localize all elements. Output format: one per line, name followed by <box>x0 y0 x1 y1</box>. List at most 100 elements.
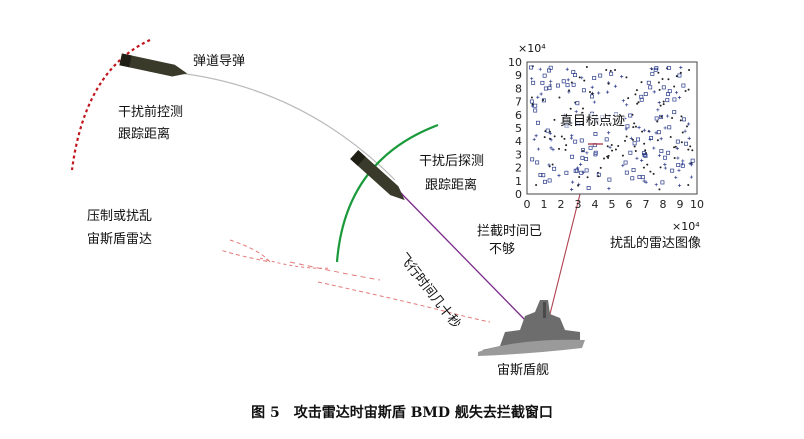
intercept-label-line2: 不够 <box>489 242 516 257</box>
plot-point <box>663 162 667 167</box>
missile-label: 弹道导弹 <box>193 54 246 69</box>
plot-point <box>624 139 627 142</box>
plot-point <box>648 85 653 90</box>
plot-point <box>547 86 552 91</box>
plot-point <box>681 83 686 88</box>
plot-point <box>570 154 575 159</box>
plot-point <box>685 125 688 128</box>
y-tick-label: 1 <box>515 175 522 188</box>
plot-point <box>644 149 647 152</box>
plot-point <box>688 162 692 166</box>
plot-point <box>687 122 691 126</box>
x-tick-label: 1 <box>541 198 548 211</box>
plot-point <box>543 136 546 139</box>
plot-point <box>673 156 676 159</box>
plot-point <box>658 188 661 191</box>
plot-point <box>628 113 633 118</box>
plot-point <box>592 100 597 104</box>
plot-point <box>640 175 645 180</box>
plot-point <box>641 130 644 133</box>
plot-point <box>681 117 686 122</box>
plot-point <box>536 147 541 151</box>
plot-point <box>637 125 641 130</box>
plot-point <box>607 187 611 191</box>
plot-point <box>530 77 534 81</box>
intercept-label-line1: 拦截时间已 <box>477 224 543 239</box>
plot-point <box>538 173 543 177</box>
plot-point <box>623 160 628 165</box>
plot-point <box>573 168 578 173</box>
plot-point <box>614 148 617 151</box>
plot-point <box>666 65 671 70</box>
plot-point <box>570 187 574 192</box>
figure-caption: 图 5 攻击雷达时宙斯盾 BMD 舰失去拦截窗口 <box>251 405 553 421</box>
plot-point <box>667 89 672 94</box>
plot-point <box>570 133 574 138</box>
plot-point <box>680 141 683 144</box>
plot-point <box>611 149 614 152</box>
plot-point <box>662 103 665 106</box>
plot-point <box>630 176 635 181</box>
y-tick-label: 6 <box>515 109 522 122</box>
plot-point <box>642 153 647 157</box>
x-tick-label: 8 <box>660 198 667 211</box>
plot-point <box>642 128 647 132</box>
plot-point <box>565 67 569 71</box>
plot-point <box>556 83 560 88</box>
plot-point <box>656 108 660 112</box>
pre-jam-label-line2: 跟踪距离 <box>118 127 171 142</box>
plot-point <box>553 135 556 138</box>
plot-point <box>680 162 685 166</box>
x-tick-label: 9 <box>677 198 684 211</box>
plot-point <box>621 99 626 103</box>
plot-point <box>671 116 674 119</box>
plot-point <box>677 96 682 100</box>
plot-point <box>687 148 690 151</box>
plot-point <box>675 146 679 151</box>
plot-point <box>589 91 592 94</box>
plot-point <box>535 183 538 186</box>
plot-point <box>634 125 637 128</box>
true-target-label: 真目标点迹 <box>560 113 626 131</box>
plot-point <box>684 89 687 92</box>
missile-trajectory <box>169 71 396 181</box>
plot-point <box>575 101 580 106</box>
plot-point <box>659 104 662 107</box>
plot-point <box>557 173 561 178</box>
plot-point <box>669 135 672 138</box>
plot-point <box>597 91 601 95</box>
plot-point <box>586 185 591 190</box>
x-tick-label: 4 <box>592 198 599 211</box>
plot-point <box>666 150 671 155</box>
plot-point <box>652 172 655 175</box>
plot-point <box>609 71 614 76</box>
plot-point <box>673 85 676 88</box>
x-tick-label: 0 <box>524 198 531 211</box>
plot-point <box>673 146 676 149</box>
plot-point <box>598 73 603 78</box>
plot-point <box>621 154 624 157</box>
pre-jam-label-line1: 干扰前控测 <box>118 105 184 120</box>
plot-point <box>614 69 617 72</box>
plot-point <box>547 68 551 73</box>
suppress-label-line2: 宙斯盾雷达 <box>87 232 153 247</box>
plot-point <box>617 145 620 148</box>
plot-point <box>644 180 648 184</box>
plot-point <box>547 163 551 167</box>
plot-point <box>625 76 628 79</box>
plot-point <box>625 124 630 129</box>
plot-point <box>534 134 538 138</box>
plot-point <box>535 120 540 125</box>
ballistic-missile-icon <box>119 53 188 77</box>
plot-point <box>643 142 646 145</box>
plot-point <box>577 184 580 187</box>
plot-point <box>593 152 598 157</box>
plot-point <box>635 156 639 160</box>
plot-point <box>643 153 648 158</box>
plot-point <box>532 137 536 142</box>
plot-point <box>558 147 561 150</box>
plot-point <box>620 74 624 79</box>
plot-point <box>654 116 659 121</box>
